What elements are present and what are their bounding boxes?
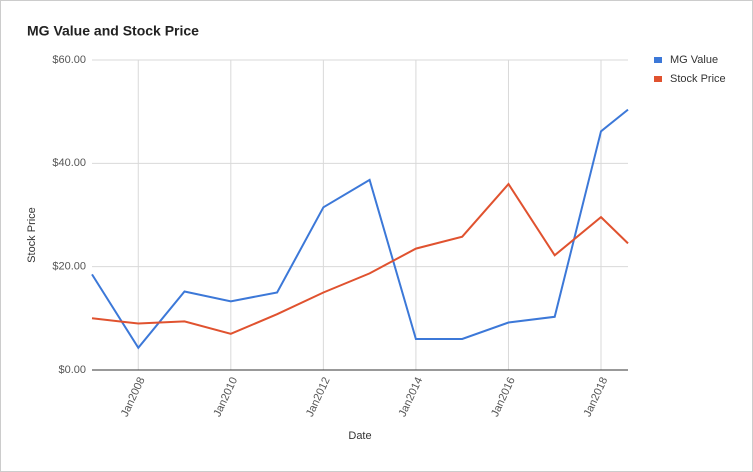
y-tick-label: $0.00 — [58, 364, 86, 376]
y-axis-label: Stock Price — [26, 207, 38, 263]
chart-title: MG Value and Stock Price — [27, 23, 199, 39]
y-tick-label: $20.00 — [52, 261, 86, 273]
legend-label: MG Value — [670, 54, 718, 66]
legend-swatch — [654, 76, 662, 82]
series-line — [91, 182, 629, 335]
series-line — [91, 108, 629, 350]
x-axis-label: Date — [348, 430, 371, 442]
y-tick-label: $60.00 — [52, 54, 86, 66]
legend-swatch — [654, 57, 662, 63]
y-tick-label: $40.00 — [52, 157, 86, 169]
legend-label: Stock Price — [670, 73, 726, 85]
